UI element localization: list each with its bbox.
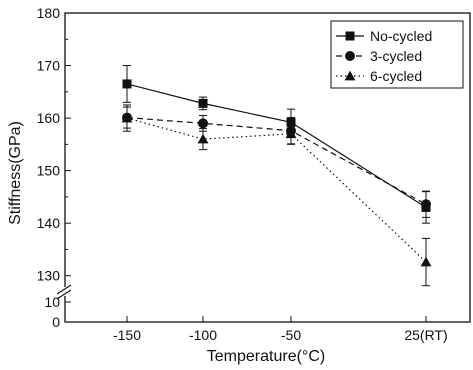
legend-marker — [345, 31, 355, 41]
series-3-cycled — [122, 106, 431, 218]
y-tick-label: 10 — [44, 294, 60, 310]
legend-marker — [344, 70, 356, 81]
legend-marker — [345, 51, 355, 61]
x-tick-label: -150 — [113, 327, 141, 343]
axis-break-mark — [56, 289, 72, 300]
x-axis-title: Temperature(°C) — [207, 348, 325, 365]
data-point — [421, 199, 431, 210]
data-point — [285, 128, 297, 139]
y-tick-label: 160 — [37, 110, 61, 126]
x-tick-label: -100 — [189, 327, 217, 343]
x-tick-label: -50 — [281, 327, 301, 343]
plot-frame — [64, 12, 471, 323]
data-point — [198, 118, 208, 129]
axis-break-gap — [57, 287, 73, 296]
x-tick-label: 25(RT) — [404, 327, 447, 343]
data-point — [197, 133, 209, 144]
y-tick-label: 170 — [37, 58, 61, 74]
legend-label: 6-cycled — [370, 68, 422, 84]
y-tick-label: 130 — [37, 268, 61, 284]
data-point — [122, 79, 132, 89]
series-line — [126, 116, 427, 205]
series-6-cycled — [121, 104, 432, 287]
axis-break-mark — [56, 284, 72, 295]
legend-label: No-cycled — [370, 28, 432, 44]
legend-label: 3-cycled — [370, 48, 422, 64]
data-point — [420, 256, 432, 267]
series-line — [126, 83, 427, 208]
data-point — [121, 112, 133, 123]
data-point — [198, 98, 208, 108]
y-axis-title: Stiffness(GPa) — [7, 121, 24, 225]
y-tick-label: 0 — [52, 314, 60, 330]
y-tick-label: 180 — [37, 5, 61, 21]
series-No-cycled — [122, 65, 431, 224]
y-tick-label: 140 — [37, 215, 61, 231]
y-tick-label: 150 — [37, 163, 61, 179]
series-line — [126, 117, 427, 263]
